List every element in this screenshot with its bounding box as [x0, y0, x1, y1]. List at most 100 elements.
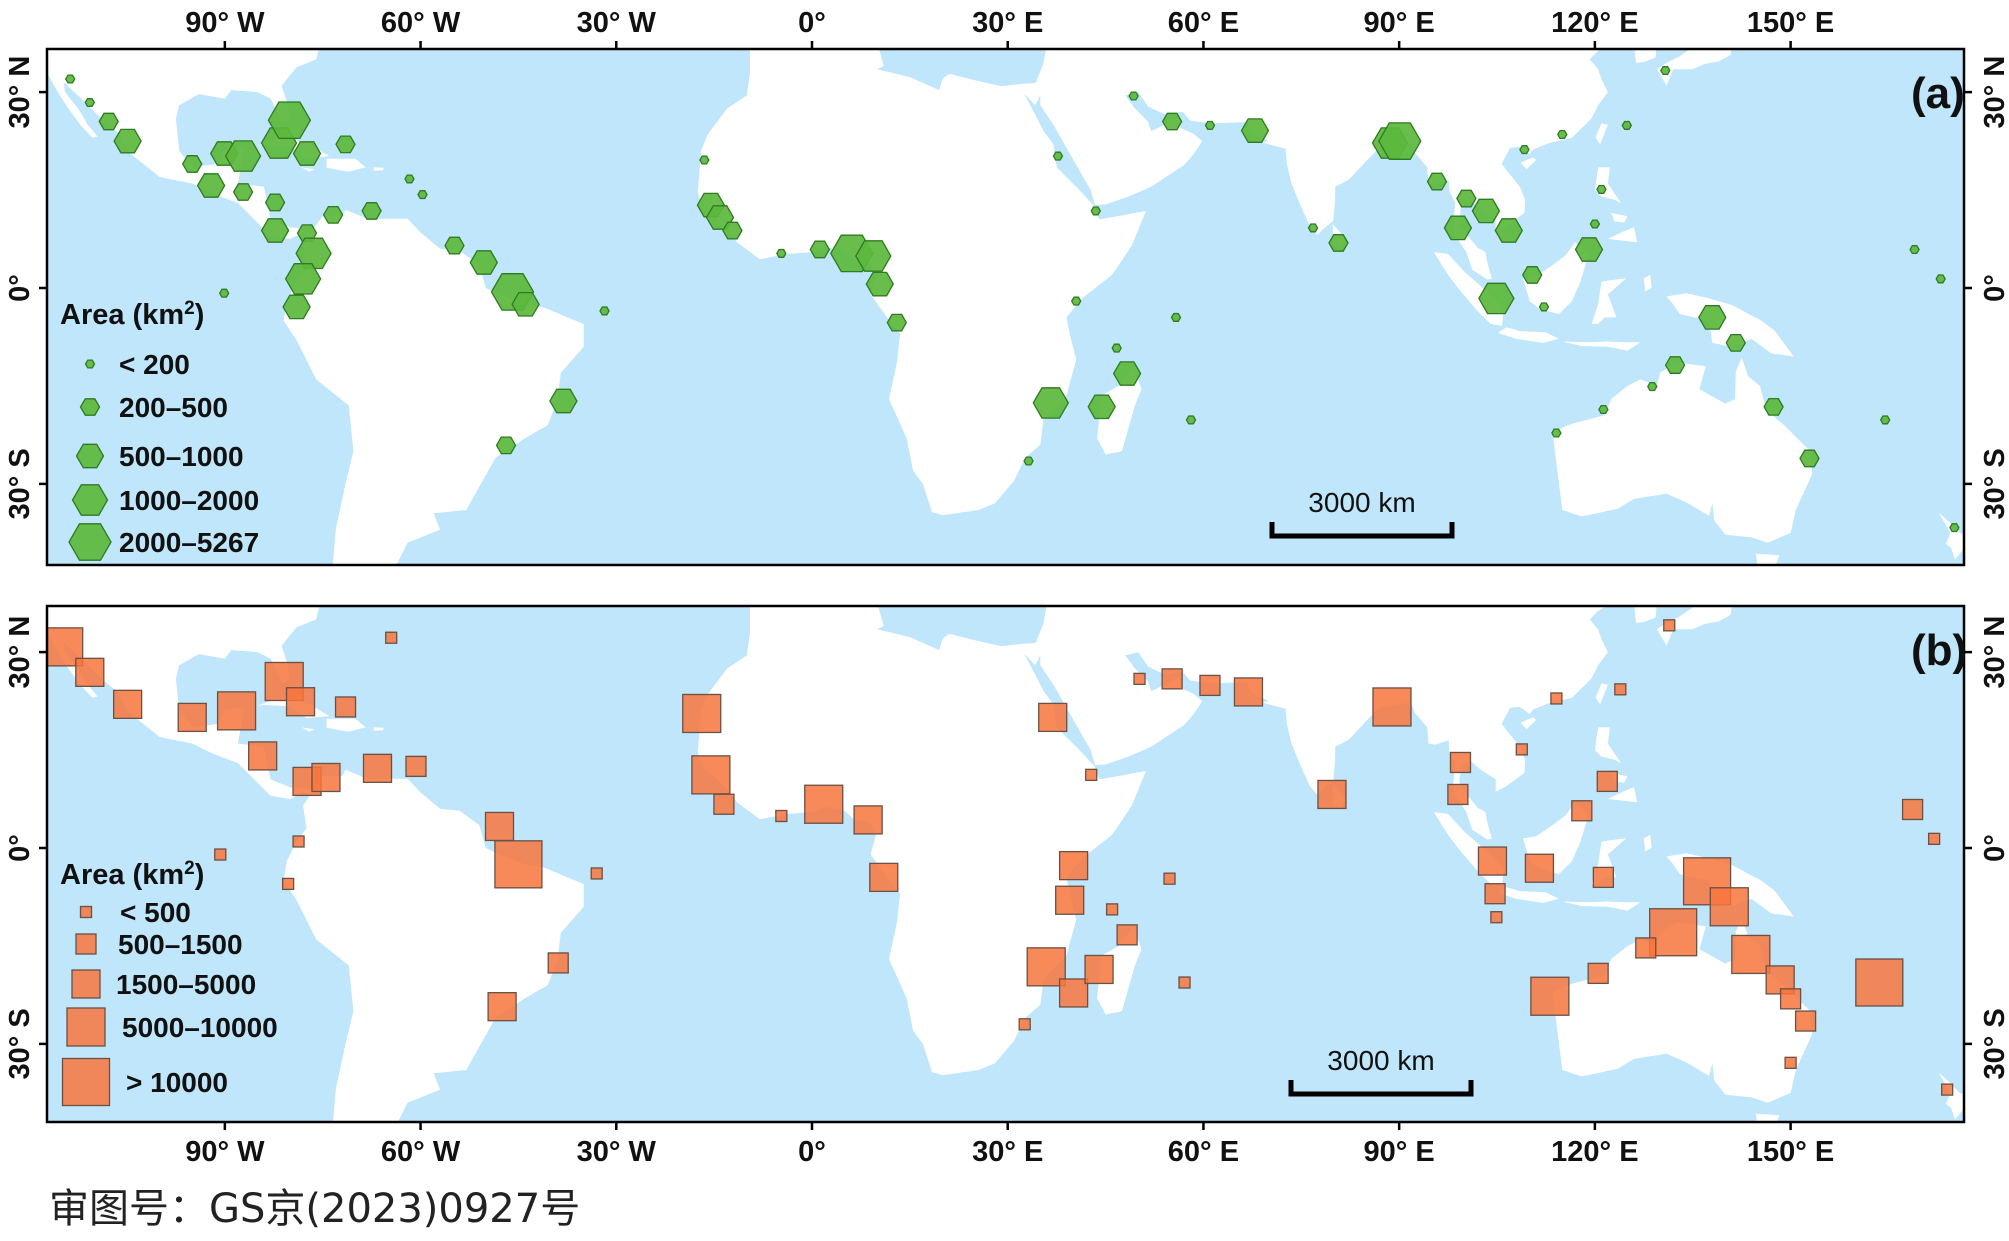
- landmass: [1656, 49, 1732, 86]
- hexagon-marker: [776, 248, 787, 258]
- square-marker: [1055, 885, 1085, 915]
- square-marker: [1317, 779, 1347, 810]
- scale-bar: 3000 km: [1269, 487, 1455, 539]
- hexagon-marker: [1725, 333, 1747, 352]
- hexagon-marker: [1596, 184, 1607, 194]
- legend-square-icon: [66, 1007, 106, 1047]
- hexagon-marker: [1112, 361, 1142, 386]
- hexagon-marker: [1032, 387, 1070, 419]
- square-marker: [691, 755, 731, 795]
- lon-tick-label-top: 60° E: [1168, 7, 1239, 39]
- panel-label: (a): [1911, 69, 1965, 118]
- hexagon-marker: [1240, 118, 1270, 143]
- hexagon-marker: [1090, 206, 1102, 216]
- lon-tick-label-bottom: 60° E: [1168, 1136, 1239, 1168]
- legend-hexagon-icon: [68, 523, 112, 561]
- hexagon-marker: [1660, 66, 1671, 76]
- square-marker: [853, 805, 883, 835]
- landmass: [1591, 278, 1627, 324]
- landmass: [1643, 274, 1652, 292]
- square-marker: [487, 992, 517, 1022]
- scale-bar: 3000 km: [1288, 1045, 1474, 1097]
- square-marker: [214, 848, 227, 861]
- lon-tick-label-bottom: 30° E: [972, 1136, 1043, 1168]
- square-marker: [1941, 1083, 1954, 1096]
- landmass: [1607, 227, 1638, 243]
- square-marker: [248, 741, 278, 771]
- square-marker: [1663, 619, 1676, 632]
- square-marker: [1484, 883, 1506, 905]
- hexagon-marker: [1557, 129, 1568, 140]
- legend-square-icon: [79, 905, 93, 919]
- legend-hexagon-icon: [71, 484, 109, 516]
- square-marker: [1477, 846, 1508, 876]
- hexagon-marker: [444, 236, 465, 255]
- hexagon-marker: [1307, 223, 1319, 233]
- square-marker: [1614, 683, 1627, 696]
- lon-tick-label-top: 60° W: [381, 7, 461, 39]
- lon-tick-label-bottom: 90° E: [1364, 1136, 1435, 1168]
- hexagon-marker: [1664, 356, 1686, 374]
- landmass: [1634, 606, 1657, 623]
- square-marker: [1026, 947, 1066, 987]
- hexagon-marker: [1538, 302, 1550, 312]
- map-frame: [45, 604, 1966, 1124]
- hexagon-marker: [1111, 343, 1122, 353]
- marker-layer: [47, 619, 1954, 1096]
- landmass: [1562, 901, 1641, 911]
- map-frame: [45, 47, 1966, 567]
- landmass: [1523, 242, 1589, 315]
- hexagon-marker: [511, 291, 540, 317]
- landmass: [1607, 787, 1638, 803]
- lon-tick-label-bottom: 0°: [798, 1136, 826, 1168]
- hexagon-marker: [196, 173, 226, 198]
- square-marker: [1038, 702, 1068, 733]
- landmass: [1498, 887, 1559, 903]
- square-marker: [1784, 1056, 1797, 1069]
- hexagon-marker: [495, 436, 517, 455]
- square-marker: [1084, 954, 1114, 985]
- landmass: [373, 727, 384, 731]
- square-marker: [177, 702, 207, 733]
- hexagon-marker: [113, 128, 142, 154]
- legend-item-label: 1000–2000: [119, 485, 259, 516]
- square-marker: [1515, 743, 1528, 756]
- square-marker: [1490, 911, 1503, 924]
- hexagon-marker: [1328, 234, 1349, 252]
- square-marker: [484, 811, 515, 842]
- square-marker: [1199, 674, 1221, 697]
- square-marker: [1587, 962, 1609, 985]
- hexagon-marker: [865, 271, 895, 297]
- lat-tick-label-left: 30° N: [4, 616, 36, 689]
- legend-item-label: < 200: [119, 349, 190, 380]
- square-marker: [1058, 978, 1089, 1008]
- square-marker: [1161, 668, 1183, 690]
- hexagon-marker: [1589, 219, 1601, 229]
- lon-tick-label-top: 30° W: [577, 7, 657, 39]
- hexagon-marker: [64, 74, 76, 84]
- square-marker: [292, 835, 305, 848]
- hexagon-marker: [232, 183, 254, 201]
- scale-bar-label: 3000 km: [1327, 1045, 1434, 1076]
- lon-tick-label-bottom: 150° E: [1747, 1136, 1834, 1168]
- hexagon-marker: [1519, 145, 1530, 155]
- landmass: [1656, 606, 1732, 646]
- hexagon-marker: [1949, 523, 1960, 533]
- lat-tick-label-left: 30° S: [4, 448, 36, 519]
- lon-tick-label-top: 90° E: [1364, 7, 1435, 39]
- hexagon-marker: [1070, 296, 1082, 306]
- legend-hexagon-icon: [75, 443, 105, 469]
- hexagon-marker: [1551, 428, 1562, 438]
- legend-item-label: 200–500: [119, 392, 228, 423]
- legend-square-icon: [71, 969, 101, 999]
- hexagon-marker: [1087, 394, 1116, 420]
- square-marker: [804, 784, 844, 824]
- legend-item-label: 2000–5267: [119, 527, 259, 558]
- lat-tick-label-right: 30° N: [1979, 616, 2009, 689]
- hexagon-marker: [1170, 312, 1182, 322]
- square-marker: [1592, 866, 1615, 889]
- landmass: [1097, 926, 1142, 1015]
- hexagon-marker: [98, 112, 119, 131]
